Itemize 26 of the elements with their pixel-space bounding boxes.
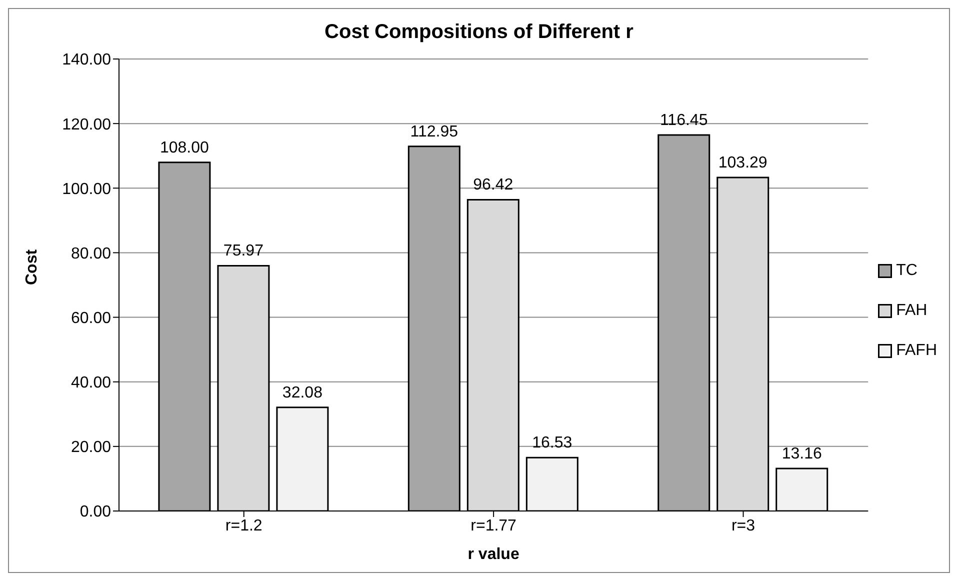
- y-tick-label: 80.00: [70, 245, 112, 262]
- legend-label: TC: [896, 261, 918, 281]
- data-label: 32.08: [282, 384, 323, 402]
- data-label: 108.00: [160, 139, 210, 156]
- y-tick-label: 140.00: [62, 52, 112, 69]
- legend-label: FAH: [896, 301, 928, 321]
- data-label: 112.95: [410, 123, 458, 140]
- data-label: 13.16: [782, 446, 822, 463]
- y-tick-label: 40.00: [70, 374, 112, 392]
- y-axis-title: Cost: [24, 248, 41, 285]
- data-label: 96.42: [473, 176, 514, 194]
- data-label: 103.29: [718, 154, 768, 172]
- x-tick-label: r=1.2: [225, 517, 262, 534]
- y-tick-label: 0.00: [80, 504, 112, 521]
- y-tick-label: 100.00: [62, 180, 112, 198]
- chart-title: Cost Compositions of Different r: [324, 20, 634, 45]
- x-axis-title: r value: [468, 546, 520, 563]
- data-label: 75.97: [223, 242, 264, 260]
- data-label: 16.53: [532, 434, 572, 452]
- data-label: 116.45: [660, 112, 708, 130]
- y-tick-label: 60.00: [70, 310, 112, 327]
- y-tick-label: 120.00: [62, 116, 112, 134]
- x-tick-label: r=1.77: [470, 517, 517, 534]
- x-tick-label: r=3: [731, 517, 756, 534]
- legend-label: FAFH: [896, 341, 937, 361]
- y-tick-label: 20.00: [70, 439, 112, 456]
